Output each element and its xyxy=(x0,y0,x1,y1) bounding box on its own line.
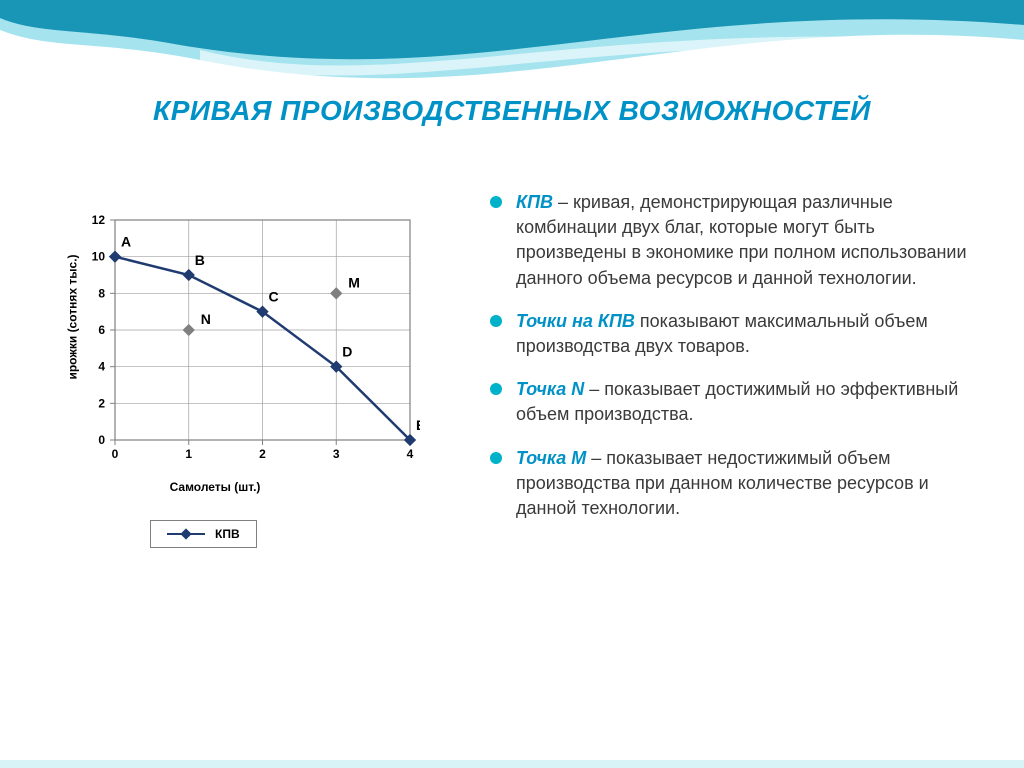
svg-text:M: M xyxy=(348,274,360,290)
footer-accent xyxy=(0,760,1024,768)
svg-text:A: A xyxy=(121,234,131,250)
svg-text:1: 1 xyxy=(185,447,192,461)
svg-text:0: 0 xyxy=(112,447,119,461)
page-title: КРИВАЯ ПРОИЗВОДСТВЕННЫХ ВОЗМОЖНОСТЕЙ xyxy=(0,95,1024,127)
svg-text:12: 12 xyxy=(92,213,106,227)
svg-text:0: 0 xyxy=(98,433,105,447)
chart-canvas: 01234024681012ABCDENM xyxy=(60,210,420,470)
bullet-lead: Точка N xyxy=(516,379,584,399)
bullet-lead: КПВ xyxy=(516,192,553,212)
bullet-item: Точка N – показывает достижимый но эффек… xyxy=(490,377,990,427)
bullet-dot-icon xyxy=(490,196,502,208)
chart-legend: КПВ xyxy=(150,520,257,548)
chart-xlabel: Самолеты (шт.) xyxy=(40,480,390,494)
svg-text:N: N xyxy=(201,311,211,327)
bullet-item: Точки на КПВ показывают максимальный объ… xyxy=(490,309,990,359)
svg-text:4: 4 xyxy=(407,447,414,461)
bullet-lead: Точка M xyxy=(516,448,586,468)
svg-text:B: B xyxy=(195,252,205,268)
bullet-dot-icon xyxy=(490,452,502,464)
bullet-text: Точка M – показывает недостижимый объем … xyxy=(516,446,990,522)
legend-marker xyxy=(167,533,205,535)
content-area: ирожки (сотнях тыс.) 01234024681012ABCDE… xyxy=(0,180,1024,740)
svg-text:E: E xyxy=(416,417,420,433)
bullet-text: КПВ – кривая, демонстрирующая различные … xyxy=(516,190,990,291)
ppf-chart: ирожки (сотнях тыс.) 01234024681012ABCDE… xyxy=(40,210,460,630)
legend-label: КПВ xyxy=(215,527,240,541)
svg-text:6: 6 xyxy=(98,323,105,337)
svg-text:D: D xyxy=(342,344,352,360)
svg-text:C: C xyxy=(269,289,279,305)
bullet-list: КПВ – кривая, демонстрирующая различные … xyxy=(490,190,990,539)
svg-text:3: 3 xyxy=(333,447,340,461)
svg-text:8: 8 xyxy=(98,286,105,300)
bullet-item: Точка M – показывает недостижимый объем … xyxy=(490,446,990,522)
svg-text:2: 2 xyxy=(259,447,266,461)
bullet-text: Точки на КПВ показывают максимальный объ… xyxy=(516,309,990,359)
svg-text:2: 2 xyxy=(98,396,105,410)
svg-text:10: 10 xyxy=(92,250,106,264)
bullet-item: КПВ – кривая, демонстрирующая различные … xyxy=(490,190,990,291)
header-swoosh xyxy=(0,0,1024,150)
bullet-dot-icon xyxy=(490,383,502,395)
bullet-dot-icon xyxy=(490,315,502,327)
bullet-lead: Точки на КПВ xyxy=(516,311,635,331)
svg-text:4: 4 xyxy=(98,360,105,374)
bullet-body: – кривая, демонстрирующая различные комб… xyxy=(516,192,967,288)
bullet-text: Точка N – показывает достижимый но эффек… xyxy=(516,377,990,427)
